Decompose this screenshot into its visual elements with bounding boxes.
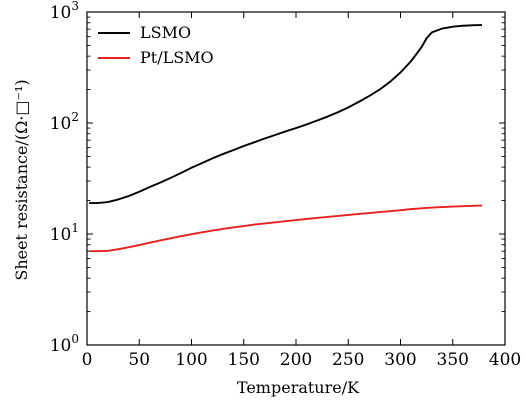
x-tick-label: 100 (175, 350, 207, 370)
y-axis: 100 101 102 103 (50, 0, 505, 356)
x-tick-label: 400 (489, 350, 521, 370)
x-tick-label: 250 (332, 350, 364, 370)
x-axis: 0 50 100 150 200 250 300 350 400 (82, 12, 521, 370)
x-tick-label: 150 (228, 350, 260, 370)
legend: LSMO Pt/LSMO (98, 23, 214, 67)
x-tick-label: 0 (82, 350, 93, 370)
series-line-lsmo (89, 24, 483, 205)
x-tick-label: 300 (384, 350, 416, 370)
x-tick-label: 200 (280, 350, 312, 370)
y-tick-label: 102 (50, 110, 79, 134)
y-tick-label: 103 (50, 0, 79, 23)
legend-label: Pt/LSMO (140, 48, 214, 67)
legend-label: LSMO (140, 23, 191, 42)
y-tick-label: 101 (50, 221, 79, 245)
series-layer (89, 24, 483, 253)
y-axis-label: Sheet resistance/(Ω·□⁻¹) (12, 79, 31, 280)
x-tick-label: 350 (437, 350, 469, 370)
x-axis-label: Temperature/K (237, 378, 360, 397)
y-tick-label: 100 (50, 332, 79, 356)
x-tick-label: 50 (128, 350, 150, 370)
series-line-pt-lsmo (89, 204, 483, 253)
